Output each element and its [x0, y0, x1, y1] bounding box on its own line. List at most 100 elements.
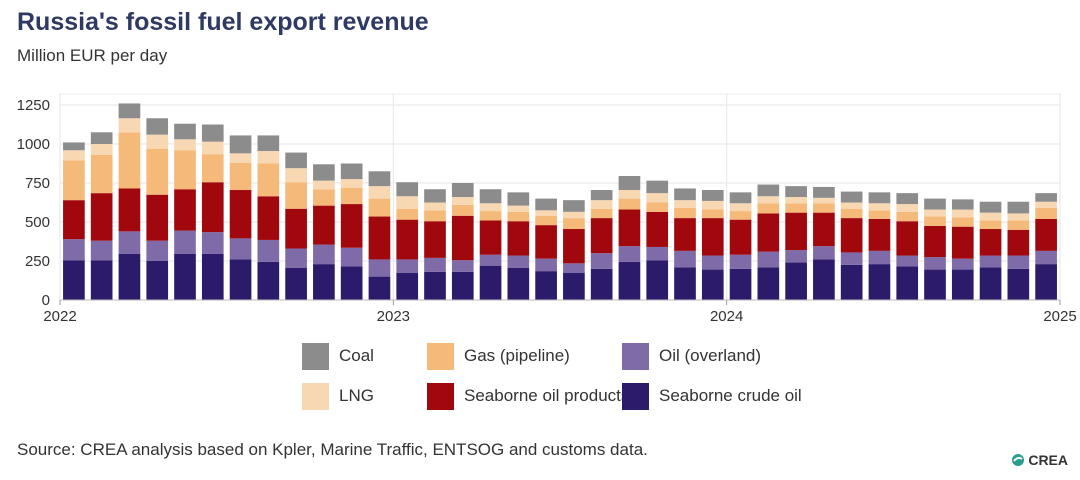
- bar-segment-gas-pipeline-: [840, 208, 863, 219]
- bar-segment-lng: [201, 141, 224, 155]
- legend-swatch: [622, 342, 649, 370]
- legend-label: Seaborne oil products: [464, 386, 630, 405]
- bar-segment-seaborne-oil-products: [257, 196, 280, 240]
- y-tick-label: 250: [25, 253, 50, 270]
- bar-segment-seaborne-oil-products: [1007, 229, 1030, 256]
- bar-segment-seaborne-oil-products: [590, 218, 613, 254]
- bar-segment-coal: [924, 198, 946, 210]
- y-tick-label: 1000: [17, 136, 50, 153]
- bar-segment-gas-pipeline-: [90, 154, 113, 194]
- bar-segment-coal: [979, 201, 1002, 213]
- bar-segment-seaborne-oil-products: [313, 205, 335, 245]
- bar-segment-gas-pipeline-: [757, 203, 780, 214]
- bar-segment-gas-pipeline-: [313, 189, 335, 206]
- bar-segment-oil-overland-: [590, 253, 613, 269]
- source-note: Source: CREA analysis based on Kpler, Ma…: [17, 440, 648, 459]
- bar-segment-seaborne-crude-oil: [396, 272, 419, 300]
- bar-segment-oil-overland-: [813, 246, 835, 260]
- bar-segment-coal: [535, 198, 557, 211]
- bar-segment-oil-overland-: [618, 246, 641, 262]
- x-tick-label: 2022: [43, 308, 76, 325]
- bar-segment-lng: [868, 203, 891, 211]
- bar-segment-seaborne-crude-oil: [590, 268, 613, 300]
- bar-segment-seaborne-oil-products: [118, 188, 141, 232]
- bar-segment-oil-overland-: [340, 247, 363, 267]
- legend-swatch: [427, 382, 454, 410]
- bar-segment-seaborne-oil-products: [757, 213, 780, 252]
- y-tick-label: 750: [25, 175, 50, 192]
- bar-segment-gas-pipeline-: [896, 211, 919, 222]
- bar-segment-oil-overland-: [1035, 250, 1057, 265]
- bar-segment-gas-pipeline-: [257, 163, 280, 197]
- x-tick-label: 2024: [710, 308, 743, 325]
- bar-segment-seaborne-crude-oil: [757, 267, 780, 300]
- bar-segment-coal: [451, 183, 474, 198]
- bar-segment-coal: [813, 186, 835, 198]
- bar-segment-lng: [396, 196, 419, 209]
- bar-segment-seaborne-oil-products: [785, 212, 807, 251]
- legend-label: LNG: [339, 386, 374, 405]
- bar-segment-seaborne-oil-products: [979, 229, 1002, 256]
- bar-segment-seaborne-crude-oil: [979, 267, 1002, 300]
- bar-segment-lng: [90, 144, 113, 155]
- bar-segment-seaborne-oil-products: [1035, 218, 1057, 251]
- bar-segment-gas-pipeline-: [563, 218, 585, 230]
- bar-segment-seaborne-crude-oil: [813, 259, 835, 300]
- bar-segment-coal: [507, 192, 530, 206]
- bar-segment-oil-overland-: [285, 248, 307, 269]
- bar-segment-coal: [146, 118, 169, 135]
- bar-segment-coal: [618, 175, 641, 191]
- x-tick-label: 2025: [1043, 308, 1076, 325]
- bar-segment-gas-pipeline-: [868, 210, 891, 219]
- bar-segment-oil-overland-: [535, 258, 557, 272]
- bar-segment-gas-pipeline-: [674, 207, 696, 219]
- bar-segment-coal: [1007, 201, 1030, 214]
- bar-segment-seaborne-oil-products: [535, 225, 557, 259]
- y-tick-label: 1250: [17, 97, 50, 114]
- bar-segment-oil-overland-: [479, 254, 502, 266]
- bar-segment-gas-pipeline-: [229, 162, 252, 191]
- bar-segment-oil-overland-: [868, 250, 891, 265]
- legend-swatch: [302, 382, 329, 410]
- bar-segment-coal: [90, 132, 113, 144]
- bar-segment-gas-pipeline-: [1035, 207, 1057, 219]
- bar-segment-oil-overland-: [424, 257, 446, 272]
- legend-item-gas-pipeline-: Gas (pipeline): [427, 342, 570, 370]
- bar-segment-seaborne-oil-products: [479, 220, 502, 255]
- bar-segment-seaborne-crude-oil: [313, 264, 335, 300]
- legend-label: Oil (overland): [659, 346, 762, 365]
- bar-segment-coal: [757, 184, 780, 197]
- bar-segment-oil-overland-: [646, 246, 669, 261]
- bar-segment-lng: [285, 168, 307, 183]
- bar-segment-seaborne-oil-products: [563, 229, 585, 264]
- bar-segment-coal: [313, 164, 335, 181]
- bar-segment-seaborne-crude-oil: [701, 269, 724, 300]
- bar-segment-gas-pipeline-: [340, 187, 363, 205]
- bar-segment-oil-overland-: [146, 240, 169, 261]
- bar-segment-gas-pipeline-: [201, 154, 224, 183]
- legend-label: Gas (pipeline): [464, 346, 570, 365]
- bar-segment-seaborne-crude-oil: [146, 261, 169, 300]
- bar-segment-oil-overland-: [118, 231, 141, 254]
- bar-segment-gas-pipeline-: [535, 215, 557, 226]
- bar-segment-seaborne-crude-oil: [646, 260, 669, 300]
- bar-segment-gas-pipeline-: [590, 208, 613, 219]
- bar-segment-gas-pipeline-: [951, 217, 974, 227]
- bar-segment-seaborne-crude-oil: [729, 268, 752, 300]
- bar-segment-seaborne-oil-products: [424, 221, 446, 258]
- bar-segment-seaborne-oil-products: [63, 200, 85, 240]
- bar-segment-gas-pipeline-: [424, 210, 446, 222]
- bar-segment-seaborne-oil-products: [729, 219, 752, 255]
- bar-segment-seaborne-crude-oil: [535, 271, 557, 300]
- bar-segment-gas-pipeline-: [368, 198, 391, 217]
- bar-segment-seaborne-oil-products: [174, 189, 196, 231]
- bar-segment-gas-pipeline-: [451, 204, 474, 216]
- bar-segment-coal: [785, 186, 807, 198]
- bar-segment-seaborne-oil-products: [229, 190, 252, 239]
- bar-segment-lng: [1007, 213, 1030, 221]
- bar-segment-gas-pipeline-: [924, 216, 946, 226]
- bar-segment-seaborne-crude-oil: [563, 272, 585, 300]
- bar-segment-oil-overland-: [257, 239, 280, 262]
- bar-segment-seaborne-oil-products: [285, 208, 307, 249]
- bar-segment-seaborne-crude-oil: [924, 269, 946, 300]
